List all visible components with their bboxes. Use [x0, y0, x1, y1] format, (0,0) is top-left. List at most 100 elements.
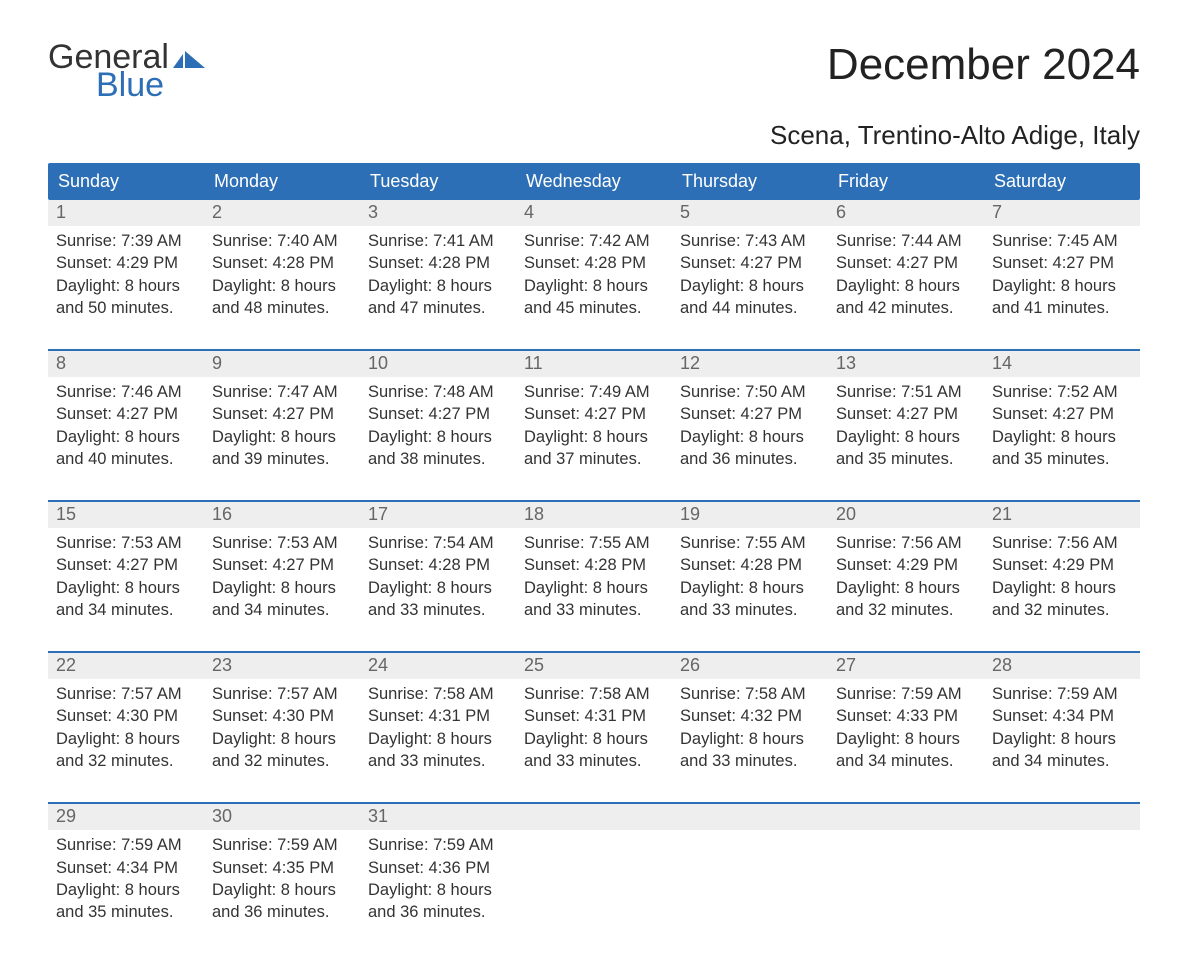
- day-number: 15: [48, 502, 204, 528]
- daylight-line1: Daylight: 8 hours: [212, 879, 352, 901]
- daylight-line2: and 35 minutes.: [56, 901, 196, 923]
- daylight-line1: Daylight: 8 hours: [992, 577, 1132, 599]
- day-cell: Sunrise: 7:55 AMSunset: 4:28 PMDaylight:…: [516, 528, 672, 631]
- day-cell: Sunrise: 7:44 AMSunset: 4:27 PMDaylight:…: [828, 226, 984, 329]
- sunrise-text: Sunrise: 7:56 AM: [992, 532, 1132, 554]
- sunrise-text: Sunrise: 7:50 AM: [680, 381, 820, 403]
- dayname-monday: Monday: [204, 163, 360, 200]
- daylight-line2: and 37 minutes.: [524, 448, 664, 470]
- day-number: 5: [672, 200, 828, 226]
- sunset-text: Sunset: 4:30 PM: [56, 705, 196, 727]
- day-number: 28: [984, 653, 1140, 679]
- sunset-text: Sunset: 4:29 PM: [56, 252, 196, 274]
- daylight-line2: and 35 minutes.: [992, 448, 1132, 470]
- day-cell: Sunrise: 7:53 AMSunset: 4:27 PMDaylight:…: [204, 528, 360, 631]
- day-number: 7: [984, 200, 1140, 226]
- sunset-text: Sunset: 4:32 PM: [680, 705, 820, 727]
- day-number: 9: [204, 351, 360, 377]
- daylight-line1: Daylight: 8 hours: [680, 275, 820, 297]
- sunset-text: Sunset: 4:27 PM: [680, 403, 820, 425]
- sunset-text: Sunset: 4:27 PM: [836, 403, 976, 425]
- daylight-line1: Daylight: 8 hours: [368, 426, 508, 448]
- sunset-text: Sunset: 4:27 PM: [992, 403, 1132, 425]
- daynum-row: 15161718192021: [48, 502, 1140, 528]
- sunrise-text: Sunrise: 7:57 AM: [212, 683, 352, 705]
- daylight-line1: Daylight: 8 hours: [56, 275, 196, 297]
- day-number: 6: [828, 200, 984, 226]
- day-cell: Sunrise: 7:56 AMSunset: 4:29 PMDaylight:…: [984, 528, 1140, 631]
- sunrise-text: Sunrise: 7:39 AM: [56, 230, 196, 252]
- day-cell: Sunrise: 7:47 AMSunset: 4:27 PMDaylight:…: [204, 377, 360, 480]
- daylight-line1: Daylight: 8 hours: [524, 275, 664, 297]
- sunrise-text: Sunrise: 7:54 AM: [368, 532, 508, 554]
- day-cell: Sunrise: 7:41 AMSunset: 4:28 PMDaylight:…: [360, 226, 516, 329]
- calendar-week: 15161718192021Sunrise: 7:53 AMSunset: 4:…: [48, 500, 1140, 631]
- day-cell: Sunrise: 7:51 AMSunset: 4:27 PMDaylight:…: [828, 377, 984, 480]
- daylight-line1: Daylight: 8 hours: [836, 728, 976, 750]
- day-number: [828, 804, 984, 830]
- daynum-row: 891011121314: [48, 351, 1140, 377]
- daylight-line1: Daylight: 8 hours: [56, 879, 196, 901]
- dayname-saturday: Saturday: [984, 163, 1140, 200]
- daylight-line2: and 33 minutes.: [524, 750, 664, 772]
- daylight-line2: and 39 minutes.: [212, 448, 352, 470]
- day-number: [984, 804, 1140, 830]
- daylight-line1: Daylight: 8 hours: [992, 426, 1132, 448]
- daylight-line1: Daylight: 8 hours: [836, 275, 976, 297]
- daynum-row: 1234567: [48, 200, 1140, 226]
- day-number: 31: [360, 804, 516, 830]
- sunset-text: Sunset: 4:29 PM: [992, 554, 1132, 576]
- day-number: 13: [828, 351, 984, 377]
- daylight-line2: and 34 minutes.: [836, 750, 976, 772]
- sunrise-text: Sunrise: 7:58 AM: [368, 683, 508, 705]
- calendar-header-row: Sunday Monday Tuesday Wednesday Thursday…: [48, 163, 1140, 200]
- sunset-text: Sunset: 4:27 PM: [836, 252, 976, 274]
- daylight-line2: and 32 minutes.: [992, 599, 1132, 621]
- daylight-line1: Daylight: 8 hours: [368, 728, 508, 750]
- sunrise-text: Sunrise: 7:47 AM: [212, 381, 352, 403]
- day-number: 17: [360, 502, 516, 528]
- sunset-text: Sunset: 4:27 PM: [524, 403, 664, 425]
- day-cell: Sunrise: 7:50 AMSunset: 4:27 PMDaylight:…: [672, 377, 828, 480]
- daynum-row: 293031: [48, 804, 1140, 830]
- sunset-text: Sunset: 4:35 PM: [212, 857, 352, 879]
- day-number: 10: [360, 351, 516, 377]
- daylight-line1: Daylight: 8 hours: [836, 577, 976, 599]
- day-number: 1: [48, 200, 204, 226]
- day-number: 24: [360, 653, 516, 679]
- day-cell: Sunrise: 7:42 AMSunset: 4:28 PMDaylight:…: [516, 226, 672, 329]
- daylight-line1: Daylight: 8 hours: [680, 426, 820, 448]
- sunset-text: Sunset: 4:27 PM: [992, 252, 1132, 274]
- day-cell: Sunrise: 7:58 AMSunset: 4:31 PMDaylight:…: [360, 679, 516, 782]
- calendar-week: 891011121314Sunrise: 7:46 AMSunset: 4:27…: [48, 349, 1140, 480]
- calendar-week: 22232425262728Sunrise: 7:57 AMSunset: 4:…: [48, 651, 1140, 782]
- sunrise-text: Sunrise: 7:57 AM: [56, 683, 196, 705]
- day-number: 30: [204, 804, 360, 830]
- daylight-line2: and 45 minutes.: [524, 297, 664, 319]
- daylight-line1: Daylight: 8 hours: [524, 577, 664, 599]
- sunset-text: Sunset: 4:31 PM: [524, 705, 664, 727]
- daylight-line2: and 32 minutes.: [212, 750, 352, 772]
- sunrise-text: Sunrise: 7:40 AM: [212, 230, 352, 252]
- sunset-text: Sunset: 4:27 PM: [56, 403, 196, 425]
- sunrise-text: Sunrise: 7:58 AM: [524, 683, 664, 705]
- sunrise-text: Sunrise: 7:55 AM: [680, 532, 820, 554]
- dayname-thursday: Thursday: [672, 163, 828, 200]
- sunset-text: Sunset: 4:27 PM: [212, 403, 352, 425]
- sunrise-text: Sunrise: 7:41 AM: [368, 230, 508, 252]
- dayname-sunday: Sunday: [48, 163, 204, 200]
- sunrise-text: Sunrise: 7:59 AM: [992, 683, 1132, 705]
- daylight-line1: Daylight: 8 hours: [524, 728, 664, 750]
- daylight-line1: Daylight: 8 hours: [56, 728, 196, 750]
- daylight-line2: and 34 minutes.: [992, 750, 1132, 772]
- daylight-line2: and 48 minutes.: [212, 297, 352, 319]
- sunrise-text: Sunrise: 7:48 AM: [368, 381, 508, 403]
- daylight-line1: Daylight: 8 hours: [992, 275, 1132, 297]
- sunset-text: Sunset: 4:27 PM: [680, 252, 820, 274]
- sunset-text: Sunset: 4:27 PM: [368, 403, 508, 425]
- daylight-line1: Daylight: 8 hours: [680, 577, 820, 599]
- day-cell: Sunrise: 7:56 AMSunset: 4:29 PMDaylight:…: [828, 528, 984, 631]
- daylight-line2: and 33 minutes.: [524, 599, 664, 621]
- day-number: 14: [984, 351, 1140, 377]
- day-number: 23: [204, 653, 360, 679]
